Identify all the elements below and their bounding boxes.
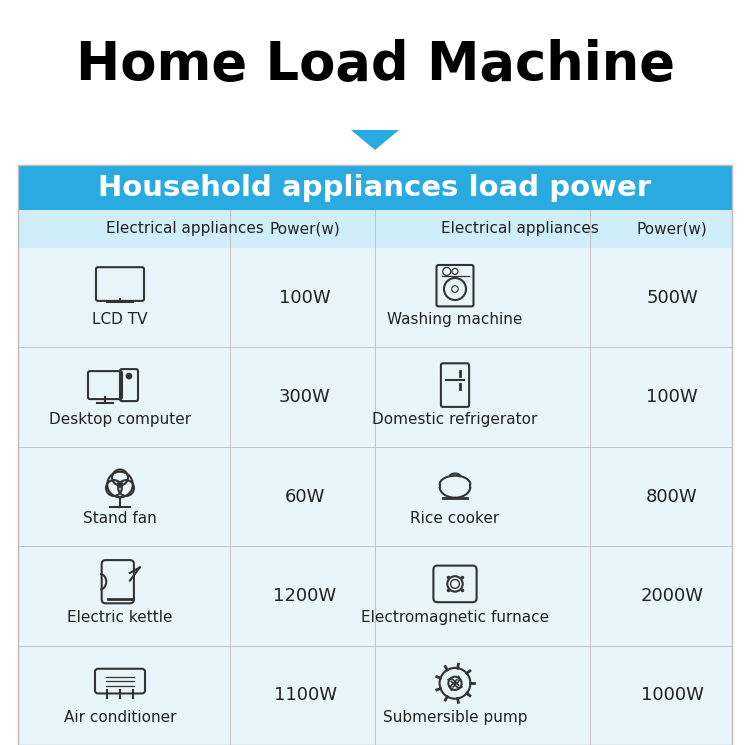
Text: Rice cooker: Rice cooker <box>410 511 500 526</box>
Text: Washing machine: Washing machine <box>387 312 523 327</box>
Text: Electrical appliances: Electrical appliances <box>106 221 264 236</box>
Text: 60W: 60W <box>285 487 326 506</box>
Text: 800W: 800W <box>646 487 698 506</box>
Text: Desktop computer: Desktop computer <box>49 411 191 427</box>
Bar <box>18 165 732 210</box>
Text: Domestic refrigerator: Domestic refrigerator <box>372 411 538 427</box>
Text: Submersible pump: Submersible pump <box>382 710 527 725</box>
Polygon shape <box>351 130 399 150</box>
Text: Stand fan: Stand fan <box>83 511 157 526</box>
Text: 1200W: 1200W <box>274 587 337 605</box>
Text: 100W: 100W <box>279 289 331 307</box>
Text: 2000W: 2000W <box>640 587 704 605</box>
Bar <box>18 248 732 745</box>
Text: 300W: 300W <box>279 388 331 406</box>
Text: Electrical appliances: Electrical appliances <box>441 221 599 236</box>
Text: Power(w): Power(w) <box>637 221 707 236</box>
Text: 100W: 100W <box>646 388 698 406</box>
Text: Household appliances load power: Household appliances load power <box>98 174 652 201</box>
Text: LCD TV: LCD TV <box>92 312 148 327</box>
Text: Home Load Machine: Home Load Machine <box>76 39 674 91</box>
Bar <box>18 165 732 745</box>
Text: Electromagnetic furnace: Electromagnetic furnace <box>361 610 549 625</box>
Text: 1100W: 1100W <box>274 686 337 704</box>
Text: Power(w): Power(w) <box>270 221 340 236</box>
Circle shape <box>126 373 132 379</box>
Text: Air conditioner: Air conditioner <box>64 710 176 725</box>
Text: 500W: 500W <box>646 289 698 307</box>
Text: Electric kettle: Electric kettle <box>68 610 172 625</box>
Bar <box>18 210 732 248</box>
Text: 1000W: 1000W <box>640 686 704 704</box>
Circle shape <box>117 482 123 487</box>
